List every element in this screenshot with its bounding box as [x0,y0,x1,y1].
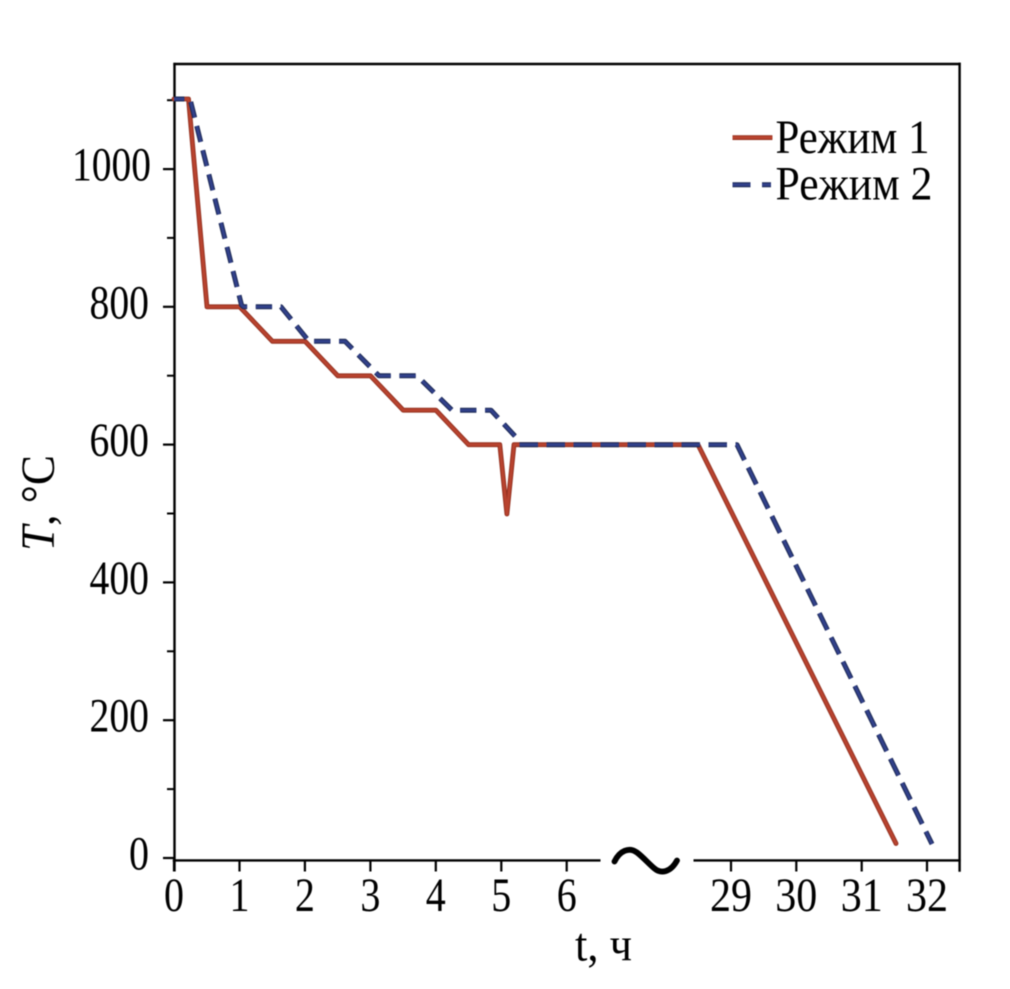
svg-text:Режим 2: Режим 2 [776,158,933,211]
svg-text:2: 2 [295,869,315,922]
svg-text:t, ч: t, ч [575,919,632,972]
svg-text:30: 30 [775,869,817,922]
svg-text:1000: 1000 [72,139,151,192]
svg-text:200: 200 [90,690,150,743]
svg-text:4: 4 [426,869,446,922]
svg-text:32: 32 [906,869,948,922]
svg-text:400: 400 [90,552,150,605]
svg-text:600: 600 [90,414,150,467]
svg-text:31: 31 [841,869,883,922]
svg-text:3: 3 [360,869,380,922]
svg-text:1: 1 [230,869,250,922]
svg-text:29: 29 [710,869,752,922]
svg-text:0: 0 [164,869,184,922]
svg-text:Режим 1: Режим 1 [776,111,930,164]
svg-text:5: 5 [491,869,511,922]
svg-text:6: 6 [557,869,577,922]
svg-text:0: 0 [129,828,149,881]
svg-text:T, °С: T, °С [12,455,65,551]
svg-text:800: 800 [90,276,150,329]
